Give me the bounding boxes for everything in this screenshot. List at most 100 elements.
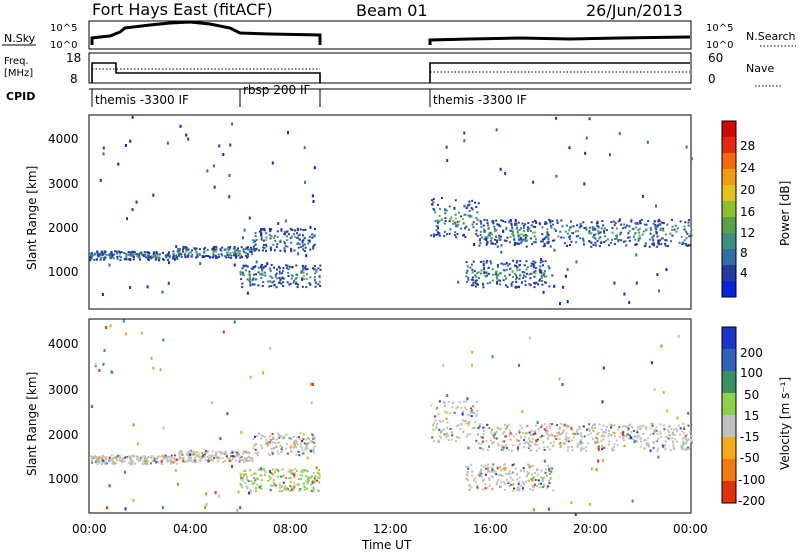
echo-cell bbox=[243, 473, 245, 477]
echo-cell bbox=[462, 430, 465, 433]
vel-cbar-tick-minus15: -15 bbox=[740, 430, 760, 444]
echo-cell bbox=[252, 245, 255, 248]
echo-cell bbox=[534, 267, 537, 270]
echo-cell bbox=[200, 455, 203, 458]
echo-cell bbox=[618, 239, 620, 242]
echo-cell bbox=[181, 453, 184, 456]
echo-cell bbox=[266, 444, 269, 447]
echo-cell bbox=[152, 251, 155, 254]
echo-cell bbox=[689, 233, 692, 236]
echo-cell bbox=[152, 255, 155, 258]
echo-cell bbox=[433, 422, 436, 424]
echo-cell bbox=[544, 471, 547, 474]
echo-cell bbox=[166, 460, 169, 463]
echo-cell bbox=[228, 459, 231, 462]
echo-cell bbox=[142, 460, 145, 463]
echo-cell bbox=[246, 451, 249, 454]
echo-cell bbox=[489, 260, 492, 263]
echo-cell bbox=[210, 401, 213, 405]
echo-cell bbox=[497, 224, 500, 227]
power-cbar-tick-20: 20 bbox=[740, 183, 755, 197]
echo-cell bbox=[678, 241, 681, 244]
echo-cell bbox=[571, 429, 574, 432]
echo-cell bbox=[628, 434, 631, 437]
echo-cell bbox=[530, 224, 533, 227]
echo-cell bbox=[585, 428, 588, 431]
echo-cell bbox=[293, 473, 296, 477]
echo-cell bbox=[488, 427, 491, 429]
echo-cell bbox=[507, 481, 510, 483]
echo-cell bbox=[487, 272, 490, 275]
echo-cell bbox=[178, 455, 181, 458]
echo-cell bbox=[140, 458, 143, 461]
echo-cell bbox=[254, 448, 257, 451]
echo-cell bbox=[642, 230, 645, 233]
echo-cell bbox=[265, 438, 268, 441]
echo-cell bbox=[244, 481, 247, 484]
echo-cell bbox=[454, 199, 457, 202]
echo-cell bbox=[606, 238, 609, 241]
echo-cell bbox=[622, 439, 625, 442]
echo-cell bbox=[684, 449, 687, 451]
noise-panel: N.Sky 10^5 10^0 10^5 10^0 N.Search bbox=[2, 20, 796, 51]
echo-cell bbox=[535, 281, 538, 284]
echo-cell bbox=[657, 447, 660, 450]
echo-cell bbox=[546, 241, 549, 244]
echo-cell bbox=[303, 278, 306, 281]
echo-cell bbox=[550, 224, 552, 227]
echo-cell bbox=[255, 487, 257, 490]
echo-cell bbox=[260, 437, 262, 440]
echo-cell bbox=[687, 235, 690, 238]
echo-cell bbox=[686, 446, 689, 449]
echo-cell bbox=[639, 220, 641, 224]
echo-cell bbox=[279, 279, 282, 282]
echo-cell bbox=[551, 239, 554, 242]
echo-cell bbox=[690, 435, 693, 437]
echo-cell bbox=[310, 483, 313, 486]
echo-cell bbox=[311, 233, 313, 236]
echo-cell bbox=[150, 257, 153, 260]
echo-cell bbox=[236, 508, 239, 512]
echo-cell bbox=[498, 444, 501, 447]
echo-cell bbox=[277, 470, 280, 473]
echo-cell bbox=[680, 235, 683, 238]
echo-cell bbox=[510, 220, 512, 223]
echo-cell bbox=[269, 275, 272, 278]
echo-cell bbox=[271, 468, 274, 471]
echo-cell bbox=[191, 249, 194, 252]
echo-cell bbox=[110, 370, 113, 374]
echo-cell bbox=[639, 425, 642, 428]
echo-cell bbox=[652, 432, 655, 435]
echo-cell bbox=[89, 254, 91, 257]
echo-cell bbox=[195, 252, 198, 255]
echo-cell bbox=[534, 479, 537, 481]
echo-cell bbox=[493, 225, 496, 228]
echo-cell bbox=[467, 471, 469, 473]
echo-cell bbox=[160, 455, 163, 458]
echo-cell bbox=[457, 211, 460, 214]
echo-cell bbox=[312, 245, 315, 248]
echo-cell bbox=[153, 457, 156, 460]
echo-cell bbox=[518, 264, 521, 267]
echo-cell bbox=[640, 440, 643, 443]
echo-cell bbox=[528, 445, 531, 448]
echo-cell bbox=[233, 253, 236, 256]
echo-cell bbox=[594, 241, 597, 244]
echo-cell bbox=[444, 217, 447, 220]
echo-cell bbox=[680, 448, 683, 451]
echo-cell bbox=[686, 439, 688, 442]
echo-cell bbox=[611, 238, 613, 241]
echo-cell bbox=[509, 267, 512, 270]
freq-trace bbox=[91, 62, 690, 83]
echo-cell bbox=[532, 433, 535, 436]
echo-cell bbox=[633, 429, 635, 432]
echo-cell bbox=[129, 139, 132, 143]
echo-cell bbox=[483, 465, 486, 468]
echo-cell bbox=[263, 229, 266, 232]
echo-cell bbox=[444, 212, 447, 215]
echo-cell bbox=[272, 438, 275, 440]
echo-cell bbox=[627, 428, 630, 431]
echo-cell bbox=[512, 463, 515, 466]
echo-cell bbox=[625, 435, 628, 438]
echo-cell bbox=[239, 256, 242, 259]
